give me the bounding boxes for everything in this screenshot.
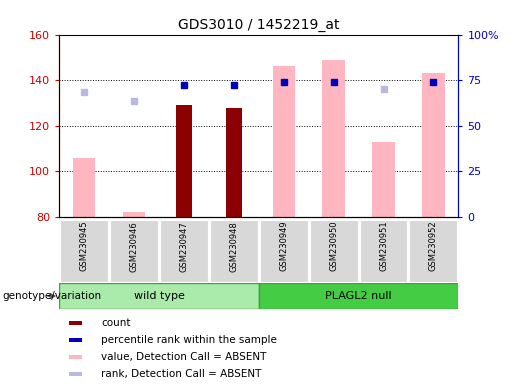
Bar	[322, 60, 345, 217]
Bar	[226, 108, 242, 217]
Text: GSM230947: GSM230947	[179, 221, 188, 271]
Bar	[60, 220, 108, 281]
Text: GSM230946: GSM230946	[130, 221, 139, 271]
Bar	[73, 158, 95, 217]
Title: GDS3010 / 1452219_at: GDS3010 / 1452219_at	[178, 18, 339, 32]
Bar	[210, 220, 258, 281]
Text: value, Detection Call = ABSENT: value, Detection Call = ABSENT	[101, 352, 267, 362]
Bar	[69, 338, 82, 342]
Text: GSM230952: GSM230952	[429, 221, 438, 271]
Text: percentile rank within the sample: percentile rank within the sample	[101, 335, 278, 345]
Text: GSM230948: GSM230948	[229, 221, 238, 271]
Bar	[259, 283, 458, 309]
Bar	[409, 220, 457, 281]
Text: PLAGL2 null: PLAGL2 null	[325, 291, 392, 301]
Bar	[260, 220, 307, 281]
Bar	[69, 372, 82, 376]
Bar	[69, 321, 82, 324]
Bar	[372, 142, 394, 217]
Text: wild type: wild type	[133, 291, 184, 301]
Bar	[59, 283, 259, 309]
Text: GSM230950: GSM230950	[329, 221, 338, 271]
Text: GSM230951: GSM230951	[379, 221, 388, 271]
Text: genotype/variation: genotype/variation	[3, 291, 101, 301]
Bar	[310, 220, 357, 281]
Bar	[176, 105, 192, 217]
Bar	[110, 220, 158, 281]
Bar	[69, 355, 82, 359]
Bar	[359, 220, 407, 281]
Bar	[272, 66, 295, 217]
Bar	[123, 212, 145, 217]
Text: GSM230949: GSM230949	[279, 221, 288, 271]
Bar	[160, 220, 208, 281]
Text: rank, Detection Call = ABSENT: rank, Detection Call = ABSENT	[101, 369, 262, 379]
Text: GSM230945: GSM230945	[80, 221, 89, 271]
Bar	[422, 73, 444, 217]
Text: count: count	[101, 318, 131, 328]
